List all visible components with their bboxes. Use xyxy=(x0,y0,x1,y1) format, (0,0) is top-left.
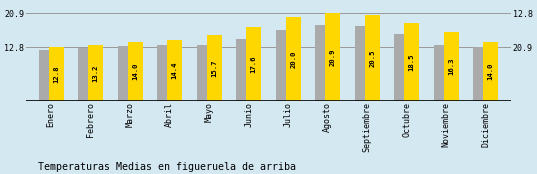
Bar xyxy=(483,42,498,101)
Bar xyxy=(167,40,182,101)
Bar xyxy=(286,17,301,101)
Text: Temperaturas Medias en figueruela de arriba: Temperaturas Medias en figueruela de arr… xyxy=(38,162,295,172)
Text: 15.7: 15.7 xyxy=(211,59,217,77)
Bar xyxy=(395,34,405,101)
Text: 14.0: 14.0 xyxy=(132,63,138,80)
Bar xyxy=(325,13,340,101)
Bar xyxy=(207,35,222,101)
Bar xyxy=(157,45,169,101)
Bar xyxy=(315,25,326,101)
Text: 14.4: 14.4 xyxy=(172,62,178,80)
Bar xyxy=(276,30,287,101)
Bar xyxy=(236,39,248,101)
Bar xyxy=(474,47,484,101)
Text: 18.5: 18.5 xyxy=(409,53,415,71)
Text: 17.6: 17.6 xyxy=(251,55,257,73)
Bar xyxy=(404,23,419,101)
Bar xyxy=(197,45,208,101)
Text: 13.2: 13.2 xyxy=(93,65,99,82)
Bar xyxy=(128,42,143,101)
Bar xyxy=(118,46,129,101)
Text: 20.0: 20.0 xyxy=(290,50,296,68)
Bar xyxy=(49,47,64,101)
Bar xyxy=(246,27,261,101)
Text: 12.8: 12.8 xyxy=(53,65,59,83)
Bar xyxy=(365,15,380,101)
Bar xyxy=(88,45,103,101)
Text: 20.5: 20.5 xyxy=(369,49,375,67)
Bar xyxy=(78,48,90,101)
Bar xyxy=(444,32,459,101)
Bar xyxy=(434,45,445,101)
Text: 20.9: 20.9 xyxy=(330,48,336,66)
Bar xyxy=(39,50,50,101)
Text: 16.3: 16.3 xyxy=(448,58,454,76)
Text: 14.0: 14.0 xyxy=(488,63,494,80)
Bar xyxy=(355,26,366,101)
